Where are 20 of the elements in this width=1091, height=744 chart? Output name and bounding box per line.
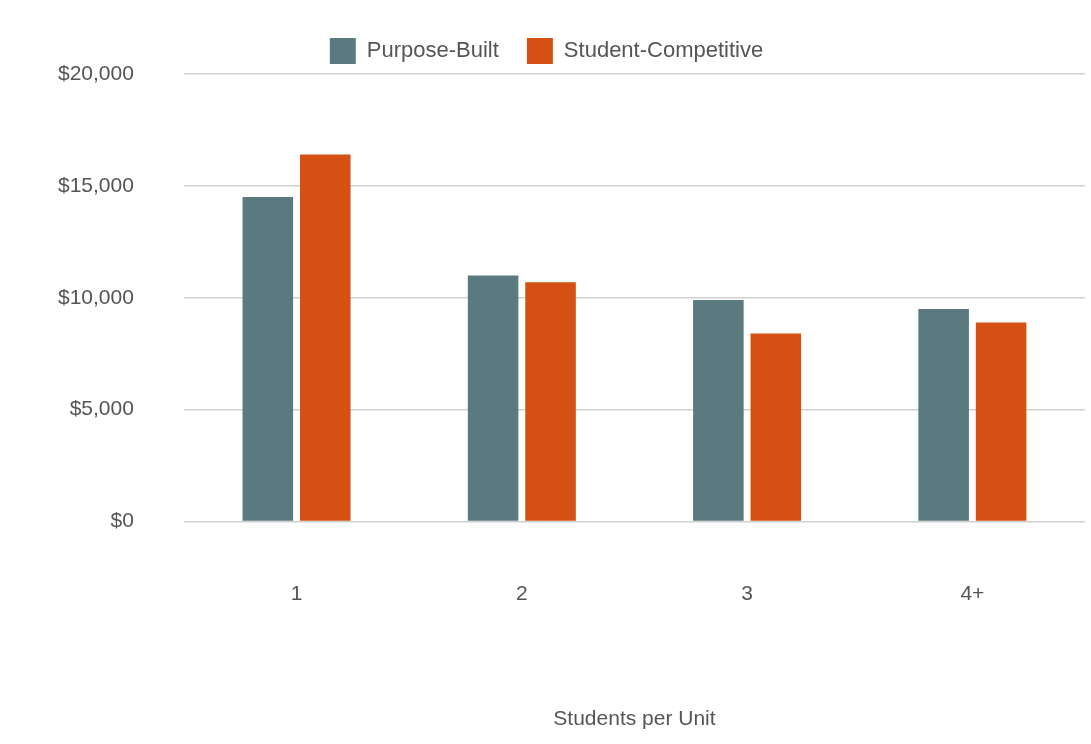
y-tick-label: $5,000 xyxy=(69,396,134,420)
y-tick-label: $15,000 xyxy=(57,172,134,196)
legend-label: Purpose-Built xyxy=(366,37,499,63)
x-tick-label: 3 xyxy=(741,581,753,604)
bar xyxy=(918,308,969,521)
bar xyxy=(693,300,744,521)
bar xyxy=(750,333,802,521)
x-tick-label: 4+ xyxy=(960,581,985,604)
x-tick-label: 2 xyxy=(515,581,528,604)
bar xyxy=(299,154,351,521)
legend-label: Student-Competitive xyxy=(563,37,764,63)
x-axis-title: Students per Unit xyxy=(553,706,716,730)
y-tick-label: $0 xyxy=(110,508,134,532)
bar xyxy=(525,282,576,521)
bar xyxy=(975,322,1027,521)
x-tick-label: 1 xyxy=(290,581,303,604)
bar xyxy=(242,197,294,521)
y-tick-label: $10,000 xyxy=(57,284,134,308)
bar xyxy=(467,275,519,521)
y-tick-label: $20,000 xyxy=(57,60,134,84)
